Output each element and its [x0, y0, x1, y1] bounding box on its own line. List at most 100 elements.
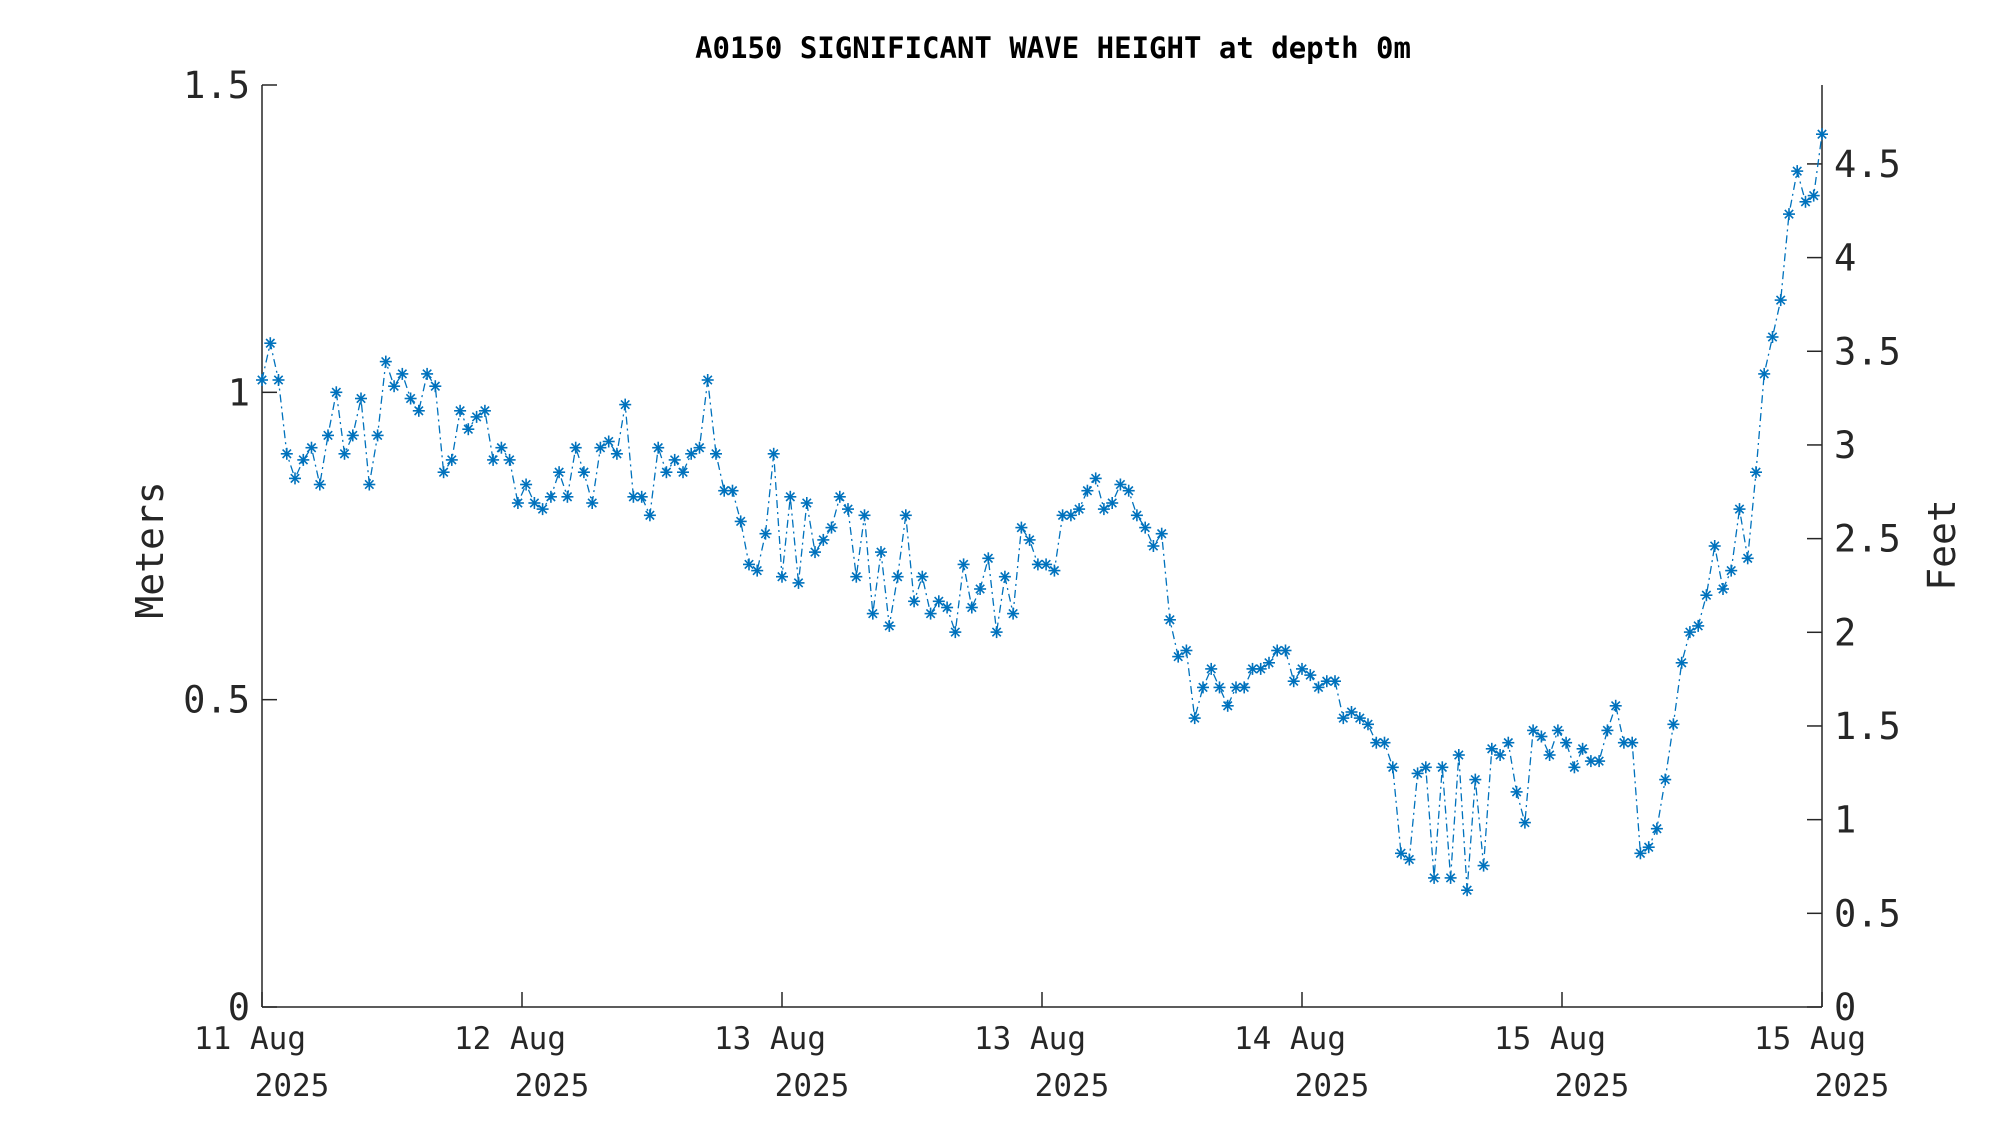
data-point [776, 570, 788, 583]
data-point [1650, 822, 1663, 835]
data-point [701, 374, 714, 386]
y-tick-label-right: 3.5 [1834, 330, 1901, 373]
data-point [280, 447, 293, 460]
marker-stroke [1734, 504, 1745, 514]
marker-stroke [397, 369, 408, 379]
data-point [1551, 724, 1564, 737]
data-point [289, 472, 301, 485]
data-point [1477, 859, 1490, 872]
data-point [1419, 761, 1432, 774]
data-point [1345, 706, 1358, 718]
marker-stroke [430, 381, 441, 391]
marker-stroke [1602, 725, 1613, 736]
data-point [1023, 533, 1036, 546]
marker-stroke [603, 436, 614, 447]
data-point [759, 527, 772, 540]
marker-stroke [1503, 737, 1514, 748]
data-point [1122, 484, 1135, 497]
marker-stroke [463, 424, 474, 434]
marker-stroke [620, 399, 630, 410]
marker-stroke [711, 449, 721, 459]
marker-stroke [570, 442, 581, 453]
marker-stroke [1338, 713, 1349, 723]
data-point [677, 466, 689, 479]
marker-stroke [1685, 627, 1695, 637]
marker-stroke [934, 596, 944, 607]
marker-stroke [364, 479, 375, 490]
x-tick-label-date: 13 Aug [974, 1021, 1086, 1057]
data-point [1114, 478, 1127, 491]
marker-stroke [504, 455, 515, 465]
marker-stroke [1800, 197, 1811, 207]
marker-stroke [1404, 854, 1415, 865]
data-point [784, 490, 797, 503]
data-point [421, 367, 434, 380]
data-point [1015, 521, 1028, 534]
data-point [1502, 736, 1515, 749]
marker-stroke [1817, 129, 1827, 139]
data-point [685, 447, 698, 460]
y-tick-label-right: 0.5 [1834, 892, 1901, 935]
y-axis-label-right: Feet [1920, 499, 1964, 591]
marker-stroke [859, 510, 870, 521]
marker-stroke [1355, 713, 1365, 723]
marker-stroke [1280, 645, 1291, 656]
data-point [1056, 509, 1069, 522]
marker-stroke [1008, 608, 1018, 619]
data-point [932, 595, 945, 608]
marker-stroke [719, 485, 729, 496]
data-point [949, 626, 962, 639]
data-point [1205, 662, 1218, 675]
data-point [569, 441, 582, 454]
data-point [866, 607, 879, 620]
data-point [726, 484, 739, 497]
data-point [1535, 730, 1548, 743]
data-point [1667, 718, 1680, 731]
marker-stroke [1107, 498, 1117, 508]
marker-stroke [496, 442, 507, 453]
marker-stroke [1627, 737, 1637, 748]
marker-stroke [1090, 473, 1101, 484]
marker-stroke [1495, 750, 1505, 760]
marker-stroke [636, 492, 647, 502]
marker-stroke [1082, 485, 1093, 496]
data-point [767, 447, 780, 460]
marker-stroke [1594, 756, 1604, 766]
data-point [1395, 847, 1407, 860]
x-tick-label-date: 15 Aug [1754, 1021, 1866, 1057]
data-point [462, 423, 475, 436]
marker-stroke [471, 412, 482, 422]
data-point [1816, 128, 1828, 141]
data-point [553, 466, 566, 479]
data-point [1329, 675, 1341, 688]
marker-stroke [1165, 615, 1175, 625]
marker-stroke [1709, 541, 1720, 551]
data-point [1485, 742, 1498, 755]
marker-stroke [389, 381, 399, 391]
marker-stroke [1701, 590, 1712, 600]
x-tick-label-year: 2025 [1555, 1068, 1630, 1104]
marker-stroke [356, 393, 366, 404]
marker-stroke [983, 553, 994, 564]
data-point [536, 503, 549, 516]
marker-stroke [1429, 873, 1439, 883]
marker-stroke [1371, 737, 1382, 748]
marker-stroke [546, 492, 556, 502]
marker-stroke [727, 485, 738, 496]
data-point [1139, 521, 1152, 534]
marker-stroke [1123, 485, 1134, 496]
marker-stroke [884, 621, 895, 631]
data-point [998, 570, 1011, 583]
marker-stroke [331, 387, 342, 398]
data-point [1708, 540, 1721, 552]
data-point [908, 595, 921, 608]
x-tick-label-year: 2025 [775, 1068, 850, 1104]
data-point [1238, 681, 1251, 694]
data-point [379, 355, 392, 368]
marker-stroke [958, 559, 969, 570]
data-point [305, 441, 318, 454]
data-point [668, 453, 681, 466]
data-point [338, 447, 351, 460]
data-point [355, 392, 367, 405]
marker-stroke [909, 596, 919, 607]
